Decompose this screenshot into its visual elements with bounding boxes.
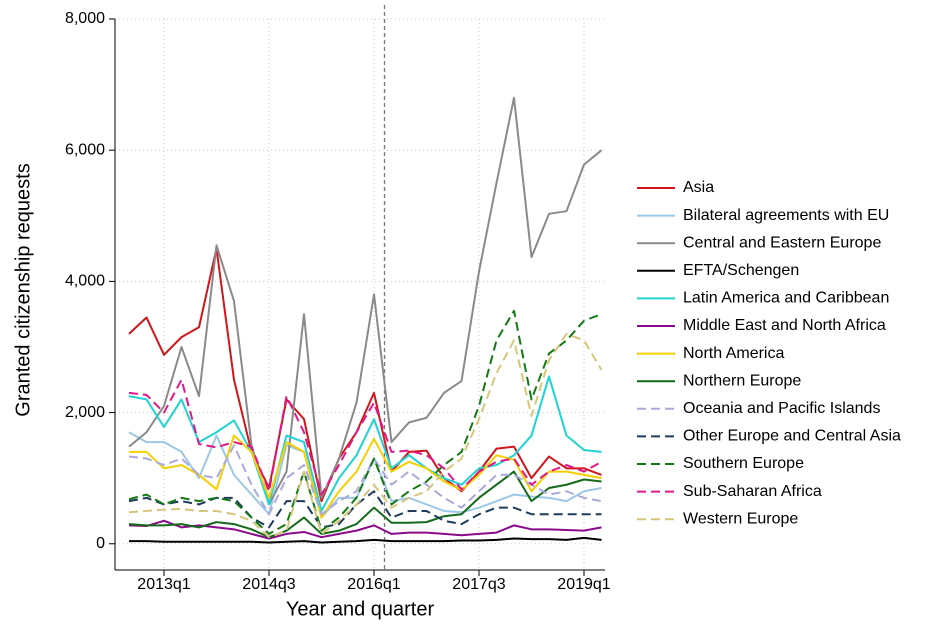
legend-label: Southern Europe bbox=[683, 455, 804, 472]
legend-label: Northern Europe bbox=[683, 372, 801, 389]
x-tick-label: 2016q1 bbox=[347, 576, 400, 593]
series-line bbox=[128, 247, 602, 503]
x-axis-title: Year and quarter bbox=[286, 598, 435, 620]
legend-label: EFTA/Schengen bbox=[683, 262, 799, 279]
legend-label: Bilateral agreements with EU bbox=[683, 207, 889, 224]
y-tick-label: 8,000 bbox=[65, 10, 105, 27]
series-line bbox=[128, 470, 602, 539]
series-line bbox=[129, 536, 602, 544]
legend-label: Oceania and Pacific Islands bbox=[683, 400, 880, 417]
legend-label: Latin America and Caribbean bbox=[683, 290, 889, 307]
y-tick-label: 2,000 bbox=[65, 404, 105, 421]
x-tick-label: 2014q3 bbox=[242, 576, 295, 593]
y-axis-title: Granted citizenship requests bbox=[12, 163, 34, 416]
legend-label: Sub-Saharan Africa bbox=[683, 483, 822, 500]
series-line bbox=[128, 444, 602, 516]
legend-label: Middle East and North Africa bbox=[683, 317, 886, 334]
series-line bbox=[128, 519, 602, 540]
legend-label: North America bbox=[683, 345, 784, 362]
y-tick-label: 0 bbox=[96, 535, 105, 552]
series-line bbox=[128, 375, 602, 512]
series-line bbox=[128, 378, 602, 496]
series-line bbox=[129, 434, 602, 519]
legend-label: Other Europe and Central Asia bbox=[683, 428, 901, 445]
series-line bbox=[128, 309, 602, 535]
series-line bbox=[128, 332, 603, 539]
x-tick-label: 2013q1 bbox=[137, 576, 190, 593]
x-tick-label: 2019q1 bbox=[557, 576, 610, 593]
legend-label: Western Europe bbox=[683, 510, 798, 527]
series-line bbox=[128, 96, 603, 506]
legend-label: Central and Eastern Europe bbox=[683, 234, 881, 251]
y-tick-label: 6,000 bbox=[65, 141, 105, 158]
x-tick-label: 2017q3 bbox=[452, 576, 505, 593]
legend-label: Asia bbox=[683, 179, 714, 196]
y-tick-label: 4,000 bbox=[65, 273, 105, 290]
